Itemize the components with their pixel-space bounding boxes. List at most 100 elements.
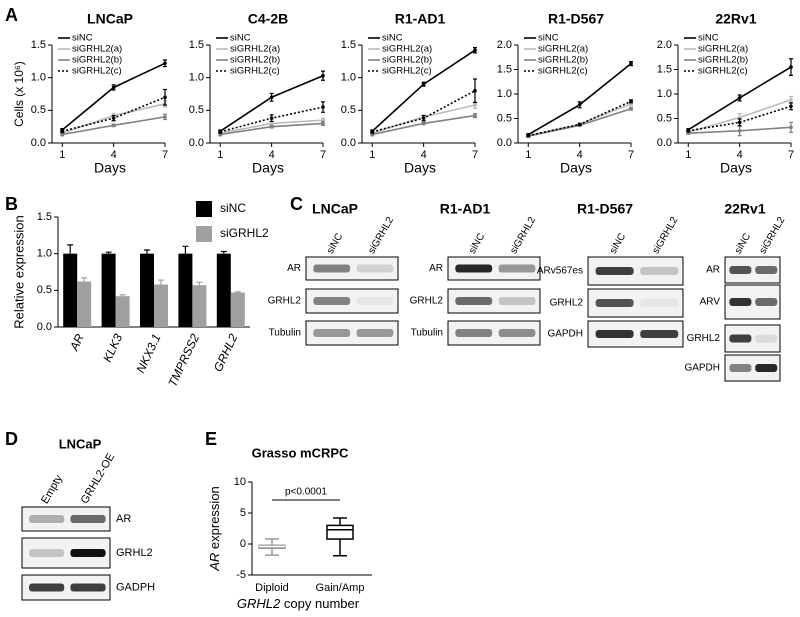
blot-title: 22Rv1 — [724, 201, 765, 217]
x-tick-label: 7 — [320, 149, 326, 161]
legend-label: siNC — [382, 33, 403, 44]
blot-band — [755, 334, 778, 343]
blot-band — [455, 329, 493, 337]
blot-band — [498, 329, 536, 337]
y-tick-label: 10 — [234, 476, 246, 488]
chart-title: C4-2B — [248, 11, 288, 27]
blot-band — [70, 549, 106, 557]
x-tick-label: 1 — [59, 149, 65, 161]
legend-label: siGRHL2(b) — [698, 55, 748, 66]
data-point — [60, 129, 65, 134]
y-tick-label: 0.0 — [31, 137, 46, 149]
y-tick-label: 1.5 — [497, 63, 512, 75]
data-point — [269, 116, 274, 120]
x-tick-label: 7 — [788, 149, 794, 161]
bar — [216, 253, 231, 327]
legend-label: siGRHL2(b) — [382, 55, 432, 66]
bar — [63, 253, 78, 327]
legend-label: siGRHL2(a) — [382, 44, 432, 55]
bar — [101, 253, 116, 327]
data-point — [218, 130, 223, 134]
row-label: ARv567es — [537, 266, 583, 277]
data-point — [473, 113, 477, 118]
row-label: GRHL2 — [687, 333, 721, 344]
y-tick-label: 1.0 — [189, 72, 204, 84]
x-tick-label: 4 — [737, 149, 743, 161]
x-axis-label-gene: GRHL2 — [237, 596, 281, 611]
x-tick-label: AR — [67, 331, 87, 353]
y-tick-label: 0.5 — [37, 284, 52, 296]
blot-strip — [305, 320, 399, 346]
blot-band — [595, 267, 634, 275]
blot-band — [640, 299, 679, 307]
error-bar — [67, 244, 74, 254]
x-axis-label: Days — [252, 160, 284, 176]
bar — [115, 296, 130, 327]
legend-label: siGRHL2(c) — [698, 66, 748, 77]
data-point — [577, 102, 582, 107]
x-tick-label: GRHL2 — [211, 331, 241, 373]
data-point — [686, 128, 691, 133]
blot-band — [313, 329, 351, 337]
x-tick-label: 7 — [628, 149, 634, 161]
x-axis-label: GRHL2 copy number — [237, 596, 360, 611]
series-line — [528, 103, 632, 137]
x-tick-label: 4 — [421, 149, 427, 161]
error-bar — [144, 249, 150, 254]
y-axis-label: Relative expression — [11, 215, 26, 328]
row-label: AR — [116, 513, 131, 525]
row-label: GAPDH — [684, 363, 720, 374]
legend-label: siNC — [230, 33, 251, 44]
y-tick-label: 2.0 — [497, 39, 512, 51]
y-tick-label: 0.0 — [189, 137, 204, 149]
y-tick-label: 0.5 — [341, 104, 356, 116]
legend-label: siGRHL2(b) — [538, 55, 588, 66]
legend-label: siGRHL2(c) — [230, 66, 280, 77]
data-point — [789, 125, 793, 130]
data-point — [111, 116, 116, 120]
legend-label: siGRHL2(a) — [230, 44, 280, 55]
blot-band — [755, 364, 778, 372]
x-tick-label: 1 — [685, 149, 691, 161]
lane-label: siGRHL2 — [366, 215, 396, 256]
blot-strip — [21, 574, 111, 601]
x-tick-label: 1 — [217, 149, 223, 161]
legend-label: siGRHL2(a) — [538, 44, 588, 55]
panel-label: E — [205, 429, 217, 449]
data-point — [60, 132, 65, 137]
blot-band — [29, 583, 65, 592]
blot-strip — [724, 324, 781, 353]
blot-band — [729, 298, 752, 306]
blot-band — [640, 330, 679, 338]
lane-label: siNC — [608, 232, 628, 256]
panel-label: C — [290, 194, 303, 214]
blot-title: R1-D567 — [577, 201, 633, 217]
y-tick-label: 1.5 — [37, 211, 52, 223]
error-bar — [81, 277, 88, 282]
blot-band — [356, 329, 394, 337]
y-axis-label-text: expression — [207, 486, 222, 549]
lane-label: siNC — [467, 232, 487, 256]
x-axis-label: Days — [404, 160, 436, 176]
data-point — [421, 82, 426, 86]
data-point — [789, 65, 793, 69]
panel-label: B — [5, 194, 18, 214]
x-axis-label: Days — [94, 160, 126, 176]
bar — [77, 281, 92, 327]
legend-label: siGRHL2(c) — [72, 66, 122, 77]
data-point — [629, 61, 633, 66]
row-label: ARV — [700, 297, 721, 308]
blot-band — [455, 297, 493, 305]
error-bar — [234, 291, 241, 293]
data-point — [473, 48, 477, 53]
blot-band — [595, 299, 634, 307]
y-tick-label: 1.0 — [341, 72, 356, 84]
error-bar — [158, 279, 164, 285]
y-axis-label: AR expression — [207, 486, 222, 572]
chart-title: R1-AD1 — [395, 11, 446, 27]
data-point — [370, 130, 375, 134]
y-tick-label: 0.5 — [497, 112, 512, 124]
legend-label: siGRHL2(b) — [230, 55, 280, 66]
data-point — [737, 128, 742, 133]
